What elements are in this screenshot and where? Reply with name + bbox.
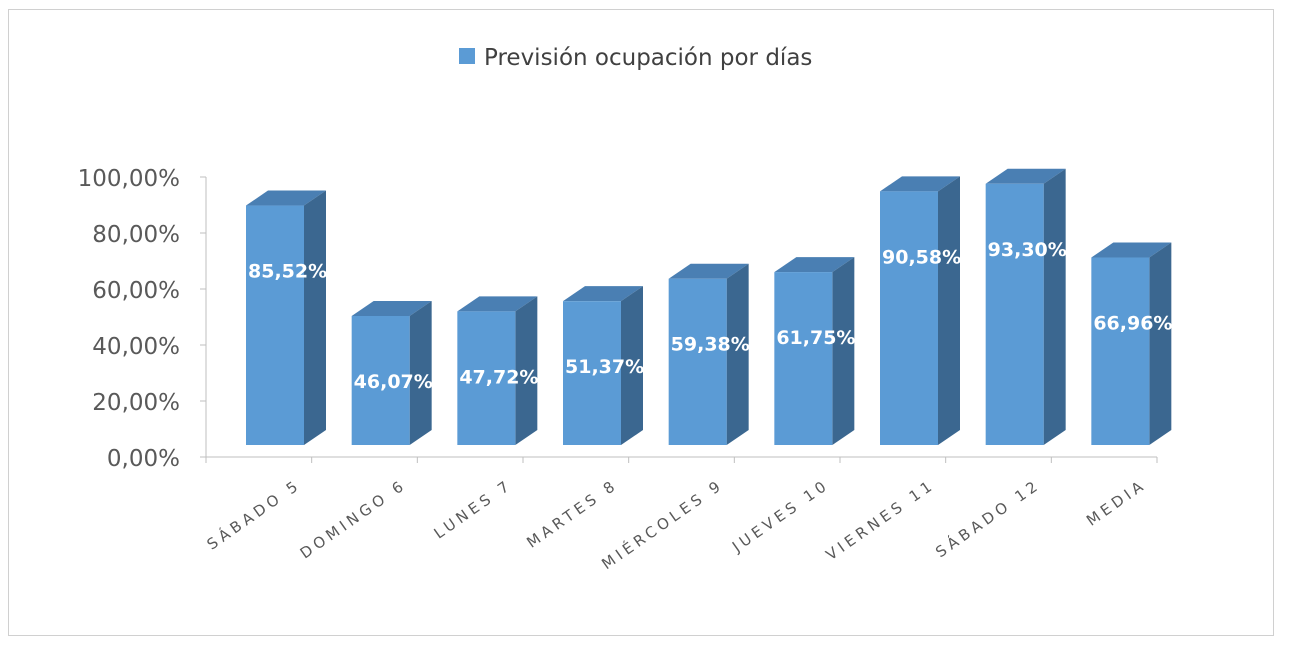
bar-front — [1091, 257, 1150, 445]
bar-side — [832, 257, 855, 445]
data-label: 93,30% — [988, 239, 1067, 261]
bar-side — [938, 176, 960, 445]
category-label: DOMINGO 6 — [297, 476, 410, 563]
bar — [351, 301, 432, 445]
data-label: 61,75% — [776, 327, 855, 349]
bar — [668, 263, 749, 445]
bar-top — [246, 190, 326, 206]
category-label: MEDIA — [1083, 476, 1150, 530]
y-tick-label: 100,00% — [78, 166, 180, 192]
bar-front — [880, 191, 938, 445]
bar-top — [774, 257, 855, 273]
y-tick-label: 40,00% — [92, 334, 180, 360]
bar-side — [515, 296, 538, 445]
bar-front — [774, 272, 833, 445]
bar-side — [1149, 242, 1172, 445]
data-label: 51,37% — [565, 356, 644, 378]
category-label: JUEVES 10 — [728, 476, 833, 557]
bar-top — [985, 168, 1066, 184]
bar-front — [563, 301, 621, 445]
data-label: 46,07% — [354, 371, 433, 393]
data-label: 66,96% — [1093, 313, 1172, 335]
bar-front — [668, 278, 727, 445]
bar — [880, 176, 960, 445]
data-label: 47,72% — [459, 366, 538, 388]
bar-top — [1091, 242, 1172, 258]
bar — [774, 257, 855, 445]
bar-side — [726, 263, 749, 445]
category-label: SÁBADO 5 — [203, 475, 304, 554]
bar-top — [880, 176, 960, 192]
bar — [563, 286, 643, 445]
data-label: 85,52% — [248, 261, 327, 283]
y-tick-label: 20,00% — [92, 390, 180, 416]
legend-label: Previsión ocupación por días — [484, 45, 812, 71]
y-tick-label: 60,00% — [92, 278, 180, 304]
axes: 0,00% 20,00% 40,00% 60,00% 80,00% 100,00% — [78, 166, 1158, 472]
legend-swatch — [459, 48, 475, 64]
bar-top — [351, 301, 432, 317]
bar — [985, 168, 1066, 445]
bar-side — [304, 190, 326, 445]
bar-front — [457, 311, 516, 445]
bar-front — [985, 183, 1044, 445]
category-label: SÁBADO 12 — [932, 475, 1044, 562]
bar-front — [351, 316, 410, 445]
category-label: MARTES 8 — [523, 476, 621, 552]
bar-top — [457, 296, 538, 312]
bar — [1091, 242, 1172, 445]
bar-side — [409, 301, 432, 445]
data-label: 59,38% — [671, 334, 750, 356]
category-label: LUNES 7 — [431, 476, 516, 543]
bar-top — [668, 263, 749, 279]
bar-side — [1043, 168, 1066, 445]
bar — [246, 190, 326, 445]
data-label: 90,58% — [882, 246, 961, 268]
bar-front — [246, 205, 304, 445]
y-tick-label: 0,00% — [107, 446, 180, 472]
category-label: VIERNES 11 — [823, 476, 939, 565]
bar — [457, 296, 538, 445]
legend: Previsión ocupación por días — [459, 45, 812, 71]
bar-top — [563, 286, 643, 302]
bars: 85,52% 46,07% 47,72% 51,37% 59,38% 61,75% 90,5… — [246, 168, 1172, 445]
y-tick-label: 80,00% — [92, 222, 180, 248]
bar-side — [621, 286, 643, 445]
